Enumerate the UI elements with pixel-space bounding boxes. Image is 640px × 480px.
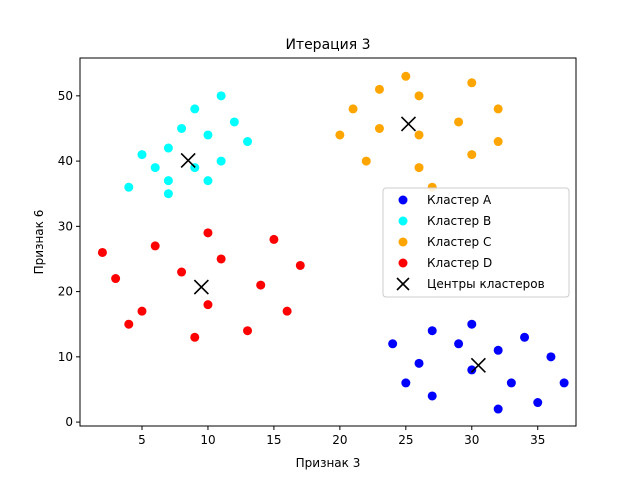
plot-frame: [79, 57, 577, 427]
data-point-series-0: [520, 332, 530, 342]
data-point-series-3: [190, 332, 200, 342]
data-point-series-3: [256, 280, 266, 290]
data-point-series-0: [493, 345, 503, 355]
data-point-series-2: [414, 91, 424, 101]
data-point-series-1: [203, 176, 213, 186]
legend-label: Центры кластеров: [427, 277, 545, 291]
y-tick-label: 30: [58, 219, 73, 233]
chart-title: Итерация 3: [285, 37, 370, 53]
data-point-series-1: [229, 117, 239, 127]
data-point-series-3: [150, 241, 160, 251]
cluster-center-marker: [470, 357, 486, 373]
cluster-center-marker: [193, 279, 209, 295]
data-point-series-3: [243, 326, 253, 336]
data-point-series-0: [559, 378, 569, 388]
data-point-series-2: [454, 117, 464, 127]
data-point-series-0: [506, 378, 516, 388]
data-point-series-0: [546, 352, 556, 362]
x-axis-label: Признак 3: [296, 456, 361, 470]
data-point-series-2: [374, 123, 384, 133]
axis-ticks: 5 10 15 20 25 30 35 0 10 20 30 40 50: [58, 89, 546, 447]
data-point-series-3: [177, 267, 187, 277]
data-point-series-3: [97, 247, 107, 257]
data-point-series-1: [216, 156, 226, 166]
legend: Кластер A Кластер B Кластер C Кластер D Цент…: [382, 187, 570, 298]
data-point-series-3: [269, 234, 279, 244]
y-tick-label: 20: [58, 285, 73, 299]
x-tick-label: 35: [530, 433, 545, 447]
x-tick-label: 30: [464, 433, 479, 447]
data-point-series-3: [137, 306, 147, 316]
legend-label: Кластер A: [427, 193, 492, 207]
data-point-series-1: [124, 182, 134, 192]
data-point-series-0: [427, 391, 437, 401]
data-point-series-1: [190, 104, 200, 114]
data-point-series-0: [401, 378, 411, 388]
legend-marker: [398, 237, 408, 247]
x-tick-label: 15: [266, 433, 281, 447]
data-point-series-2: [348, 104, 358, 114]
data-point-series-1: [177, 123, 187, 133]
data-point-series-2: [374, 84, 384, 94]
data-point-series-2: [361, 156, 371, 166]
data-point-series-3: [111, 274, 121, 284]
data-point-series-3: [203, 300, 213, 310]
data-point-series-1: [243, 137, 253, 147]
y-tick-label: 0: [65, 415, 73, 429]
data-point-series-2: [401, 71, 411, 81]
data-point-series-1: [163, 189, 173, 199]
data-points: [97, 71, 569, 414]
legend-marker: [396, 277, 410, 291]
legend-marker: [398, 216, 408, 226]
data-point-series-3: [216, 254, 226, 264]
data-point-series-0: [467, 365, 477, 375]
data-point-series-1: [163, 176, 173, 186]
data-point-series-3: [282, 306, 292, 316]
x-tick-label: 20: [332, 433, 347, 447]
legend-marker: [398, 258, 408, 268]
y-tick-label: 10: [58, 350, 73, 364]
data-point-series-2: [414, 163, 424, 173]
legend-marker: [398, 195, 408, 205]
data-point-series-0: [388, 339, 398, 349]
x-tick-label: 5: [138, 433, 146, 447]
x-tick-label: 10: [200, 433, 215, 447]
data-point-series-1: [216, 91, 226, 101]
data-point-series-1: [150, 163, 160, 173]
data-point-series-2: [467, 150, 477, 160]
data-point-series-1: [137, 150, 147, 160]
cluster-center-marker: [180, 152, 196, 169]
data-point-series-3: [124, 319, 134, 329]
data-point-series-0: [493, 404, 503, 414]
data-point-series-2: [467, 78, 477, 88]
y-axis-label: Признак 6: [32, 210, 46, 275]
legend-label: Кластер C: [427, 235, 491, 249]
data-point-series-2: [414, 130, 424, 140]
data-point-series-0: [427, 326, 437, 336]
cluster-centers: [180, 116, 486, 373]
x-tick-label: 25: [398, 433, 413, 447]
data-point-series-3: [203, 228, 213, 238]
data-point-series-3: [295, 260, 305, 270]
legend-label: Кластер B: [427, 214, 491, 228]
data-point-series-0: [467, 319, 477, 329]
data-point-series-2: [493, 137, 503, 147]
data-point-series-0: [414, 358, 424, 368]
data-point-series-0: [454, 339, 464, 349]
data-point-series-0: [533, 398, 543, 408]
data-point-series-2: [335, 130, 345, 140]
cluster-center-marker: [400, 116, 417, 132]
legend-label: Кластер D: [427, 256, 492, 270]
y-tick-label: 40: [58, 154, 73, 168]
data-point-series-1: [163, 143, 173, 153]
legend-box: [382, 187, 570, 298]
data-point-series-1: [203, 130, 213, 140]
data-point-series-2: [493, 104, 503, 114]
y-tick-label: 50: [58, 89, 73, 103]
